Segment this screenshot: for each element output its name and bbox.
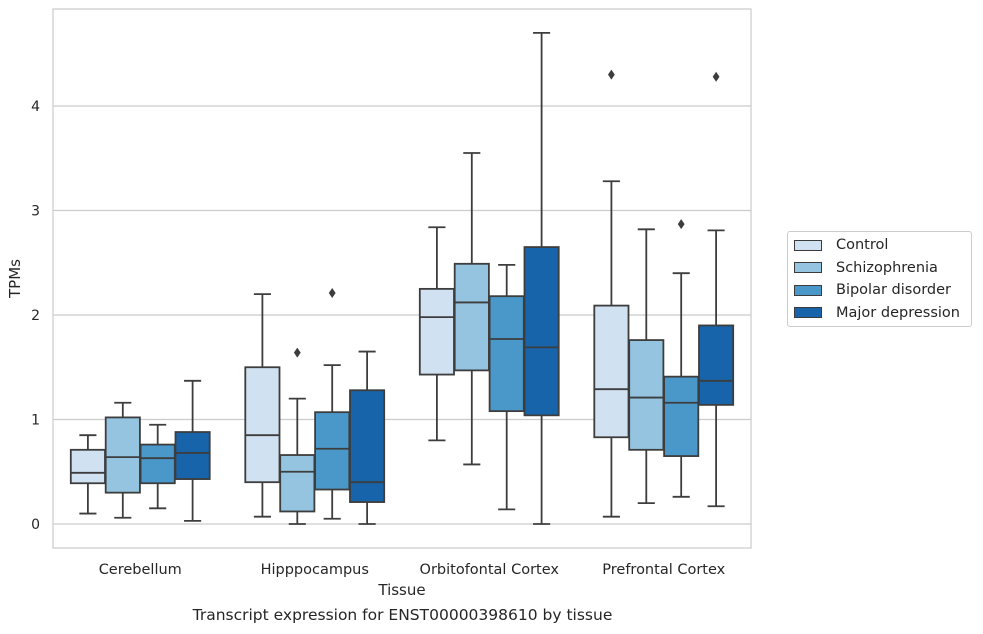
outlier-point — [608, 69, 615, 80]
y-tick-label: 0 — [31, 517, 40, 533]
box-plot — [69, 434, 106, 515]
box-iqr — [104, 416, 141, 494]
box-iqr — [174, 431, 211, 480]
box-iqr — [663, 375, 700, 457]
x-axis-label: Tissue — [377, 581, 425, 599]
box-iqr — [139, 443, 176, 485]
y-tick-label: 3 — [31, 204, 40, 220]
box-iqr — [593, 304, 630, 439]
x-tick-label: Prefrontal Cortex — [602, 562, 725, 578]
outlier-point — [677, 219, 685, 230]
box-iqr — [488, 295, 525, 413]
y-tick-label: 4 — [31, 99, 40, 115]
x-tick-label: Orbitofontal Cortex — [420, 562, 560, 578]
outlier-point — [293, 347, 301, 358]
x-tick-label: Cerebellum — [99, 562, 182, 578]
legend-item: Bipolar disorder — [794, 280, 951, 300]
x-tick-labels: Cerebellum Hipppocampus Orbitofontal Corte… — [99, 562, 726, 578]
box-iqr — [418, 287, 455, 376]
y-tick-label: 2 — [31, 308, 40, 324]
outlier-point — [328, 288, 336, 299]
box-plot — [453, 152, 490, 466]
legend-item: Control — [794, 235, 888, 255]
box-iqr — [69, 448, 106, 485]
plot-frame — [52, 8, 752, 549]
legend-item: Schizophrenia — [794, 258, 938, 278]
figure-caption: Transcript expression for ENST0000039861… — [192, 606, 613, 624]
box-plot — [349, 350, 386, 525]
legend-swatch — [794, 284, 822, 296]
legend-swatch — [794, 307, 822, 318]
legend: Control Schizophrenia Bipolar disorder Majo… — [787, 231, 972, 327]
legend-label: Schizophrenia — [836, 259, 938, 276]
box-plot — [593, 69, 630, 518]
box-plot — [244, 293, 281, 518]
x-tick-label: Hipppocampus — [261, 562, 369, 578]
box-iqr — [349, 389, 386, 503]
legend-label: Control — [836, 237, 889, 253]
box-iqr — [314, 411, 351, 491]
legend-item: Major depression — [794, 303, 960, 323]
y-tick-label: 1 — [31, 413, 40, 429]
box-plot — [279, 347, 316, 525]
box-iqr — [628, 339, 665, 451]
y-tick-labels: 0 1 2 3 4 — [31, 99, 40, 533]
box-plot — [174, 379, 211, 522]
box-iqr — [523, 246, 560, 417]
box-plot — [628, 228, 665, 505]
box-plot — [104, 401, 141, 519]
box-plot — [663, 219, 700, 498]
legend-label: Major depression — [836, 304, 960, 321]
legend-swatch — [794, 239, 822, 251]
box-plot — [314, 288, 351, 520]
legend-swatch — [794, 262, 822, 273]
box-layer — [69, 31, 735, 525]
box-plot — [488, 263, 525, 511]
box-plot — [139, 423, 176, 510]
box-iqr — [244, 366, 281, 484]
y-axis-label: TPMs — [6, 259, 24, 299]
box-plot — [418, 226, 455, 442]
box-iqr — [698, 324, 735, 406]
box-plot — [523, 31, 560, 525]
box-iqr — [453, 262, 490, 372]
outlier-point — [712, 71, 720, 82]
box-iqr — [279, 454, 316, 513]
legend-label: Bipolar disorder — [836, 282, 951, 298]
box-plot — [698, 71, 735, 508]
